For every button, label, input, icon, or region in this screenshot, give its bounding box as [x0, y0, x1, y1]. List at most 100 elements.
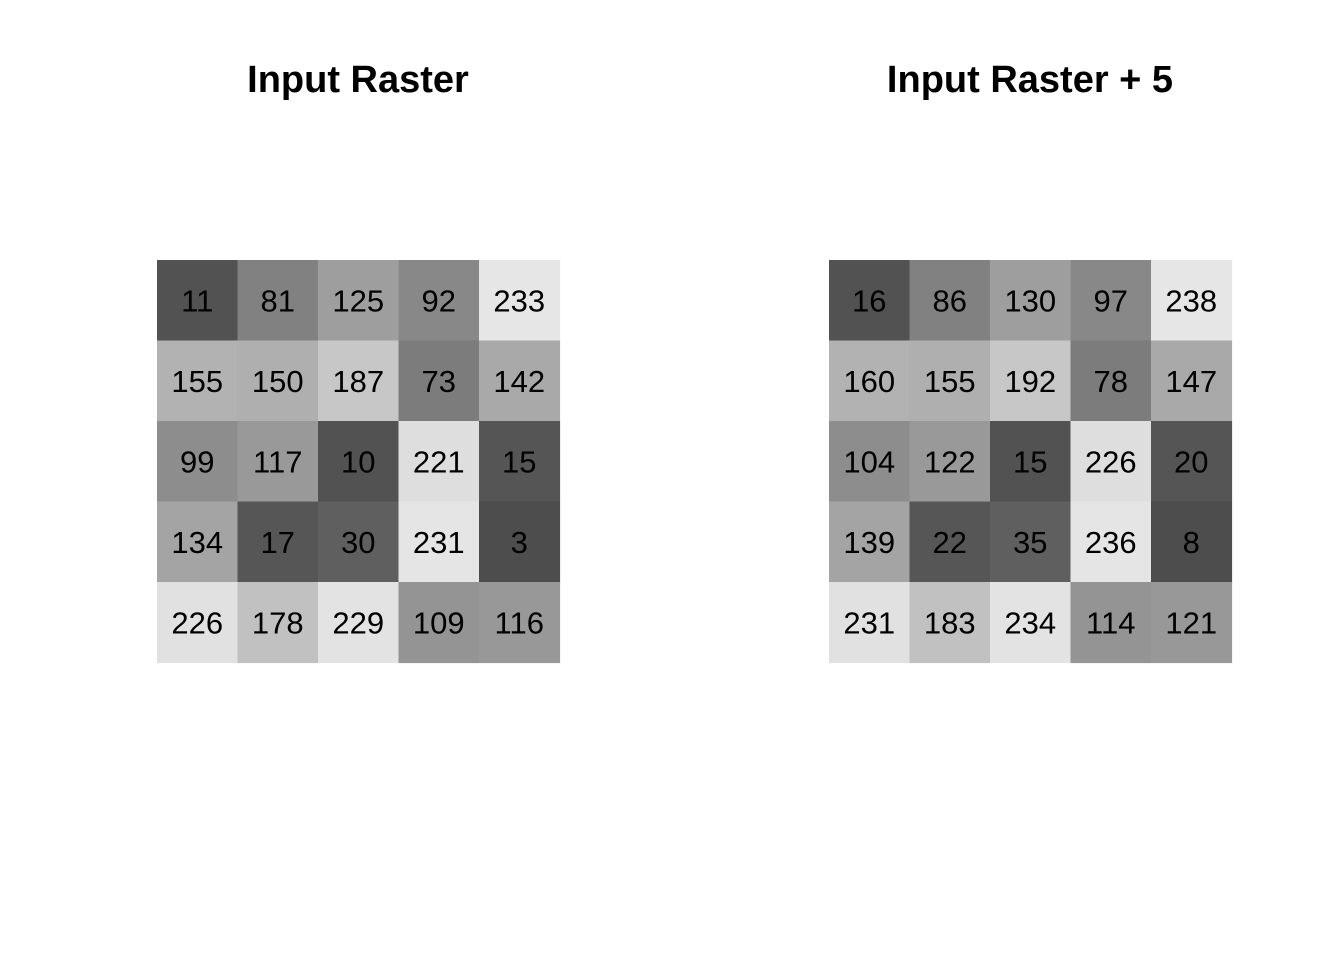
cell-value-label: 139	[843, 525, 895, 560]
cell-value-label: 17	[261, 525, 295, 560]
raster-cell	[237, 421, 319, 503]
raster-cell	[1151, 501, 1233, 583]
cell-value-label: 234	[1004, 605, 1056, 640]
raster-cell	[1151, 260, 1233, 342]
raster-cell	[157, 582, 239, 664]
raster-cell	[909, 582, 991, 664]
cell-value-label: 99	[180, 444, 214, 479]
cell-value-label: 86	[933, 283, 967, 318]
cell-value-label: 92	[422, 283, 456, 318]
raster-cell	[398, 582, 480, 664]
raster-cell	[1070, 582, 1152, 664]
cell-value-label: 35	[1013, 525, 1047, 560]
raster-cell	[479, 501, 561, 583]
raster-cell	[1151, 421, 1233, 503]
raster-cell	[157, 340, 239, 422]
cell-value-label: 226	[1085, 444, 1137, 479]
cell-value-label: 109	[413, 605, 465, 640]
raster-cell	[909, 260, 991, 342]
cell-value-label: 155	[171, 364, 223, 399]
raster-cell	[829, 582, 911, 664]
raster-cell	[157, 501, 239, 583]
input-raster-plus-5-panel: Input Raster + 5 16 86 130 97 238 160 155 192 78…	[829, 59, 1233, 664]
raster-cell	[318, 421, 400, 503]
raster-cell	[1070, 260, 1152, 342]
cell-value-label: 229	[332, 605, 384, 640]
input-raster-plus-5-title: Input Raster + 5	[887, 59, 1173, 101]
raster-cell	[398, 421, 480, 503]
raster-cell	[398, 340, 480, 422]
raster-cell	[479, 421, 561, 503]
cell-value-label: 22	[933, 525, 967, 560]
raster-cell	[237, 340, 319, 422]
cell-value-label: 192	[1004, 364, 1056, 399]
raster-cell	[990, 501, 1072, 583]
cell-value-label: 73	[422, 364, 456, 399]
raster-cell	[318, 340, 400, 422]
raster-cell	[318, 501, 400, 583]
cell-value-label: 20	[1174, 444, 1208, 479]
cell-value-label: 183	[924, 605, 976, 640]
cell-value-label: 155	[924, 364, 976, 399]
raster-cell	[237, 501, 319, 583]
raster-cell	[1151, 582, 1233, 664]
cell-value-label: 226	[171, 605, 223, 640]
cell-value-label: 221	[413, 444, 465, 479]
cell-value-label: 122	[924, 444, 976, 479]
cell-value-label: 231	[843, 605, 895, 640]
cell-value-label: 116	[495, 605, 544, 640]
cell-value-label: 11	[181, 283, 213, 318]
raster-cell	[829, 501, 911, 583]
input-raster-plus-5-grid: 16 86 130 97 238 160 155 192 78 147 104 122 15 226 20 1…	[829, 260, 1233, 664]
raster-cell	[479, 260, 561, 342]
raster-cell	[1070, 340, 1152, 422]
raster-cell	[479, 582, 561, 664]
raster-cell	[398, 260, 480, 342]
raster-cell	[157, 260, 239, 342]
cell-value-label: 150	[252, 364, 304, 399]
cell-value-label: 238	[1165, 283, 1217, 318]
cell-value-label: 16	[852, 283, 886, 318]
input-raster-title: Input Raster	[247, 59, 469, 101]
input-raster-panel: Input Raster 11 81 125 92 233 155 150 187 73 142 9…	[157, 59, 561, 664]
raster-cell	[990, 582, 1072, 664]
raster-cell	[318, 582, 400, 664]
cell-value-label: 130	[1004, 283, 1056, 318]
cell-value-label: 142	[493, 364, 545, 399]
cell-value-label: 231	[413, 525, 465, 560]
raster-cell	[237, 260, 319, 342]
raster-cell	[1070, 421, 1152, 503]
raster-cell	[1151, 340, 1233, 422]
cell-value-label: 187	[332, 364, 384, 399]
cell-value-label: 3	[511, 525, 528, 560]
cell-value-label: 178	[252, 605, 304, 640]
cell-value-label: 15	[1013, 444, 1047, 479]
cell-value-label: 78	[1094, 364, 1128, 399]
raster-cell	[829, 340, 911, 422]
raster-cell	[909, 501, 991, 583]
cell-value-label: 160	[843, 364, 895, 399]
raster-cell	[829, 260, 911, 342]
raster-cell	[479, 340, 561, 422]
cell-value-label: 125	[332, 283, 384, 318]
raster-cell	[157, 421, 239, 503]
cell-value-label: 134	[171, 525, 223, 560]
raster-cell	[909, 340, 991, 422]
cell-value-label: 233	[493, 283, 545, 318]
raster-cell	[1070, 501, 1152, 583]
input-raster-grid: 11 81 125 92 233 155 150 187 73 142 99 117 10 221 15 13…	[157, 260, 561, 664]
cell-value-label: 236	[1085, 525, 1137, 560]
cell-value-label: 15	[502, 444, 536, 479]
cell-value-label: 147	[1165, 364, 1217, 399]
raster-cell	[829, 421, 911, 503]
raster-cell	[318, 260, 400, 342]
cell-value-label: 97	[1094, 283, 1128, 318]
cell-value-label: 10	[341, 444, 375, 479]
cell-value-label: 117	[253, 444, 302, 479]
raster-cell	[990, 421, 1072, 503]
raster-cell	[909, 421, 991, 503]
cell-value-label: 81	[261, 283, 295, 318]
cell-value-label: 30	[341, 525, 375, 560]
cell-value-label: 121	[1165, 605, 1217, 640]
